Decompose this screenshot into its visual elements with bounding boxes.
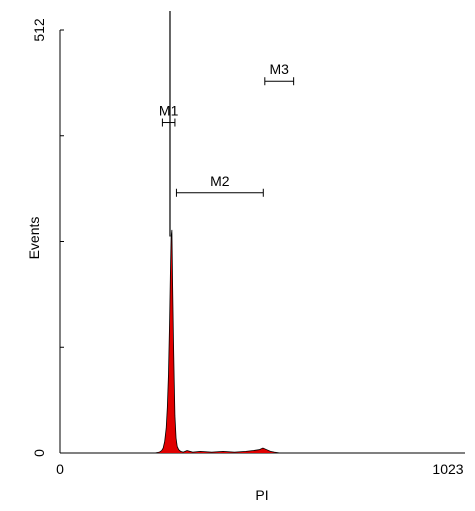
marker-m2: M2: [175, 173, 264, 197]
axes-group: [59, 30, 465, 454]
y-tick-label-max: 512: [31, 18, 47, 42]
x-tick-label-max: 1023: [432, 461, 463, 477]
histogram-fill: [154, 229, 288, 453]
histogram-data-group: [154, 10, 288, 454]
marker-label: M3: [269, 61, 289, 77]
tick-group: [60, 29, 64, 454]
y-axis-label: Events: [26, 217, 42, 260]
marker-group: M1 M2 M3: [159, 61, 295, 197]
y-tick-label-min: 0: [31, 449, 47, 457]
x-axis-label: PI: [255, 487, 268, 503]
histogram-outline: [154, 229, 288, 454]
marker-label: M1: [159, 103, 179, 119]
marker-m3: M3: [264, 61, 295, 86]
marker-label: M2: [210, 173, 230, 189]
x-tick-label-min: 0: [56, 461, 64, 477]
marker-m1: M1: [159, 103, 179, 127]
